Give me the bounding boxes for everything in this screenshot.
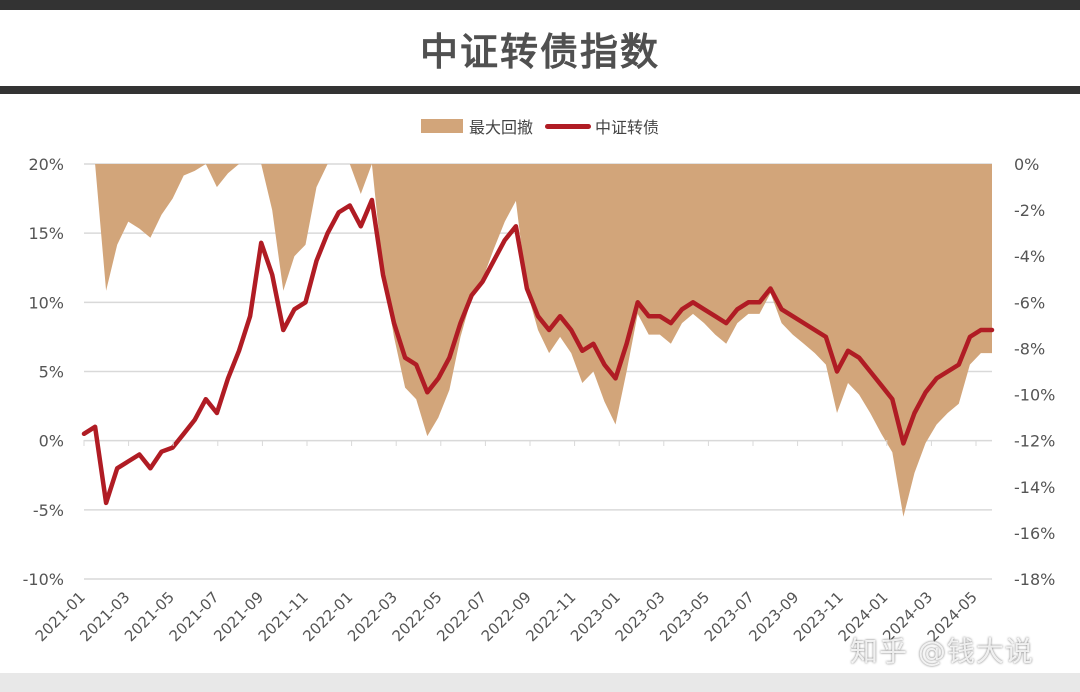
title-container: 中证转债指数 <box>0 10 1080 86</box>
drawdown-area <box>84 164 992 517</box>
right-axis-label: -4% <box>1014 247 1045 266</box>
x-axis-label: 2022-05 <box>389 588 446 645</box>
left-axis-label: -10% <box>23 570 64 589</box>
x-axis-label: 2021-03 <box>76 588 133 645</box>
watermark: 知乎 @钱大说 <box>850 635 1034 668</box>
drawdown-area-path <box>84 164 992 517</box>
x-axis-ticks: 2021-012021-032021-052021-072021-092021-… <box>32 440 981 645</box>
chart-legend: 最大回撤 中证转债 <box>0 114 1080 138</box>
x-axis-label: 2023-05 <box>656 588 713 645</box>
x-axis-label: 2021-01 <box>32 588 89 645</box>
legend-index-label: 中证转债 <box>595 118 660 137</box>
x-axis-label: 2023-03 <box>612 588 669 645</box>
left-axis-label: 0% <box>39 432 64 451</box>
left-axis-label: -5% <box>33 501 64 520</box>
left-axis-label: 5% <box>39 363 64 382</box>
bottom-band <box>0 673 1080 692</box>
x-axis-label: 2021-09 <box>210 588 267 645</box>
x-axis-label: 2022-07 <box>433 588 490 645</box>
right-axis-label: -6% <box>1014 293 1045 312</box>
right-axis-label: 0% <box>1014 155 1039 174</box>
legend-item-drawdown: 最大回撤 <box>420 114 533 138</box>
right-axis-label: -16% <box>1014 524 1055 543</box>
x-axis-label: 2023-07 <box>701 588 758 645</box>
x-axis-label: 2022-09 <box>478 588 535 645</box>
x-axis-label: 2021-05 <box>121 588 178 645</box>
gridlines <box>84 163 992 580</box>
title-underline-bar <box>0 86 1080 94</box>
left-axis-label: 15% <box>28 224 64 243</box>
right-axis-ticks: 0% -2% -4% -6% -8% -10% -12% -14% -16% -18% <box>1014 155 1055 589</box>
x-axis-label: 2022-01 <box>299 588 356 645</box>
x-axis-label: 2022-11 <box>522 588 579 645</box>
right-axis-label: -8% <box>1014 339 1045 358</box>
x-axis-label: 2021-11 <box>255 588 312 645</box>
left-axis-label: 10% <box>28 293 64 312</box>
index-line-swatch-icon <box>545 123 591 129</box>
right-axis-label: -12% <box>1014 432 1055 451</box>
drawdown-swatch-icon <box>420 119 463 133</box>
x-axis-label: 2023-09 <box>745 588 802 645</box>
right-axis-label: -18% <box>1014 570 1055 589</box>
right-axis-label: -14% <box>1014 478 1055 497</box>
left-axis-ticks: 20% 15% 10% 5% 0% -5% -10% <box>23 155 64 589</box>
right-axis-label: -10% <box>1014 386 1055 405</box>
page-title: 中证转债指数 <box>419 29 660 74</box>
x-axis-label: 2021-07 <box>166 588 223 645</box>
right-axis-label: -2% <box>1014 201 1045 220</box>
legend-item-index: 中证转债 <box>545 114 659 138</box>
x-axis-label: 2023-11 <box>790 588 847 645</box>
legend-drawdown-label: 最大回撤 <box>468 118 533 137</box>
x-axis-label: 2022-03 <box>344 588 401 645</box>
left-axis-label: 20% <box>28 155 64 174</box>
index-line-path <box>81 197 995 506</box>
x-axis-label: 2023-01 <box>567 588 624 645</box>
index-line <box>81 197 995 506</box>
top-border-bar <box>0 0 1080 10</box>
